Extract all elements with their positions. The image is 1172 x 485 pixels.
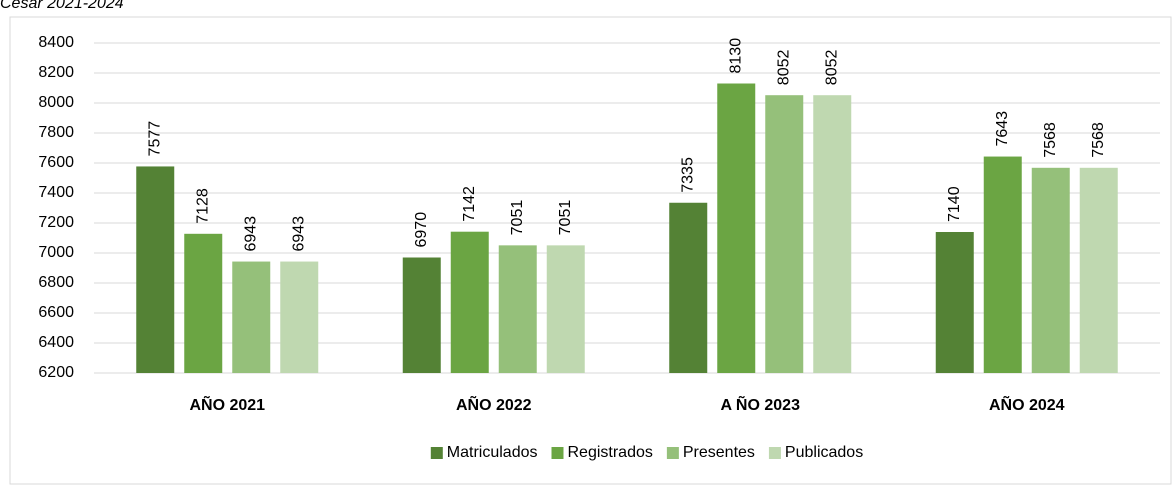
y-tick-label: 8400 <box>38 34 74 51</box>
y-tick-label: 7400 <box>38 184 74 201</box>
y-tick-label: 7800 <box>38 124 74 141</box>
data-label: 7568 <box>1090 122 1107 158</box>
bar <box>280 261 319 373</box>
bar <box>983 156 1022 373</box>
legend-swatch <box>551 447 564 459</box>
legend-label: Presentes <box>683 444 755 461</box>
data-label: 7140 <box>946 186 963 222</box>
bar <box>136 166 175 373</box>
data-label: 7643 <box>994 111 1011 147</box>
bar <box>184 233 223 373</box>
bar <box>1031 167 1070 373</box>
data-label: 7335 <box>679 157 696 193</box>
y-tick-label: 6400 <box>38 334 74 351</box>
legend-label: Publicados <box>785 444 863 461</box>
data-label: 7051 <box>509 200 526 236</box>
bar <box>1079 167 1118 373</box>
bar <box>402 257 441 373</box>
x-tick-label: AÑO 2021 <box>189 394 265 414</box>
bar <box>935 232 974 373</box>
bar <box>450 231 489 373</box>
x-tick-label: A ÑO 2023 <box>721 394 801 414</box>
legend-swatch <box>430 447 443 459</box>
bar <box>546 245 585 373</box>
y-tick-label: 7600 <box>38 154 74 171</box>
data-label: 7577 <box>146 121 163 157</box>
y-tick-label: 7200 <box>38 214 74 231</box>
data-label: 7128 <box>194 188 211 224</box>
bar <box>232 261 271 373</box>
x-tick-label: AÑO 2024 <box>989 394 1065 414</box>
y-tick-label: 6800 <box>38 274 74 291</box>
y-tick-label: 7000 <box>38 244 74 261</box>
data-label: 6943 <box>290 216 307 252</box>
data-label: 6970 <box>413 212 430 248</box>
legend-label: Matriculados <box>447 444 538 461</box>
legend-swatch <box>666 447 679 459</box>
bar <box>813 95 852 373</box>
chart-title: Cesar 2021-2024 <box>0 0 124 12</box>
x-tick-label: AÑO 2022 <box>456 394 532 414</box>
bar <box>717 83 756 373</box>
data-label: 7568 <box>1042 122 1059 158</box>
bar <box>498 245 537 373</box>
data-label: 8052 <box>823 50 840 86</box>
bar <box>669 202 708 373</box>
y-tick-label: 8200 <box>38 64 74 81</box>
legend-swatch <box>768 447 781 459</box>
y-tick-label: 8000 <box>38 94 74 111</box>
data-label: 8052 <box>775 50 792 86</box>
data-label: 7142 <box>461 186 478 222</box>
y-tick-label: 6600 <box>38 304 74 321</box>
data-label: 6943 <box>242 216 259 252</box>
y-tick-label: 6200 <box>38 364 74 381</box>
legend-label: Registrados <box>568 444 653 461</box>
data-label: 7051 <box>557 200 574 236</box>
bar <box>765 95 804 373</box>
data-label: 8130 <box>727 38 744 74</box>
